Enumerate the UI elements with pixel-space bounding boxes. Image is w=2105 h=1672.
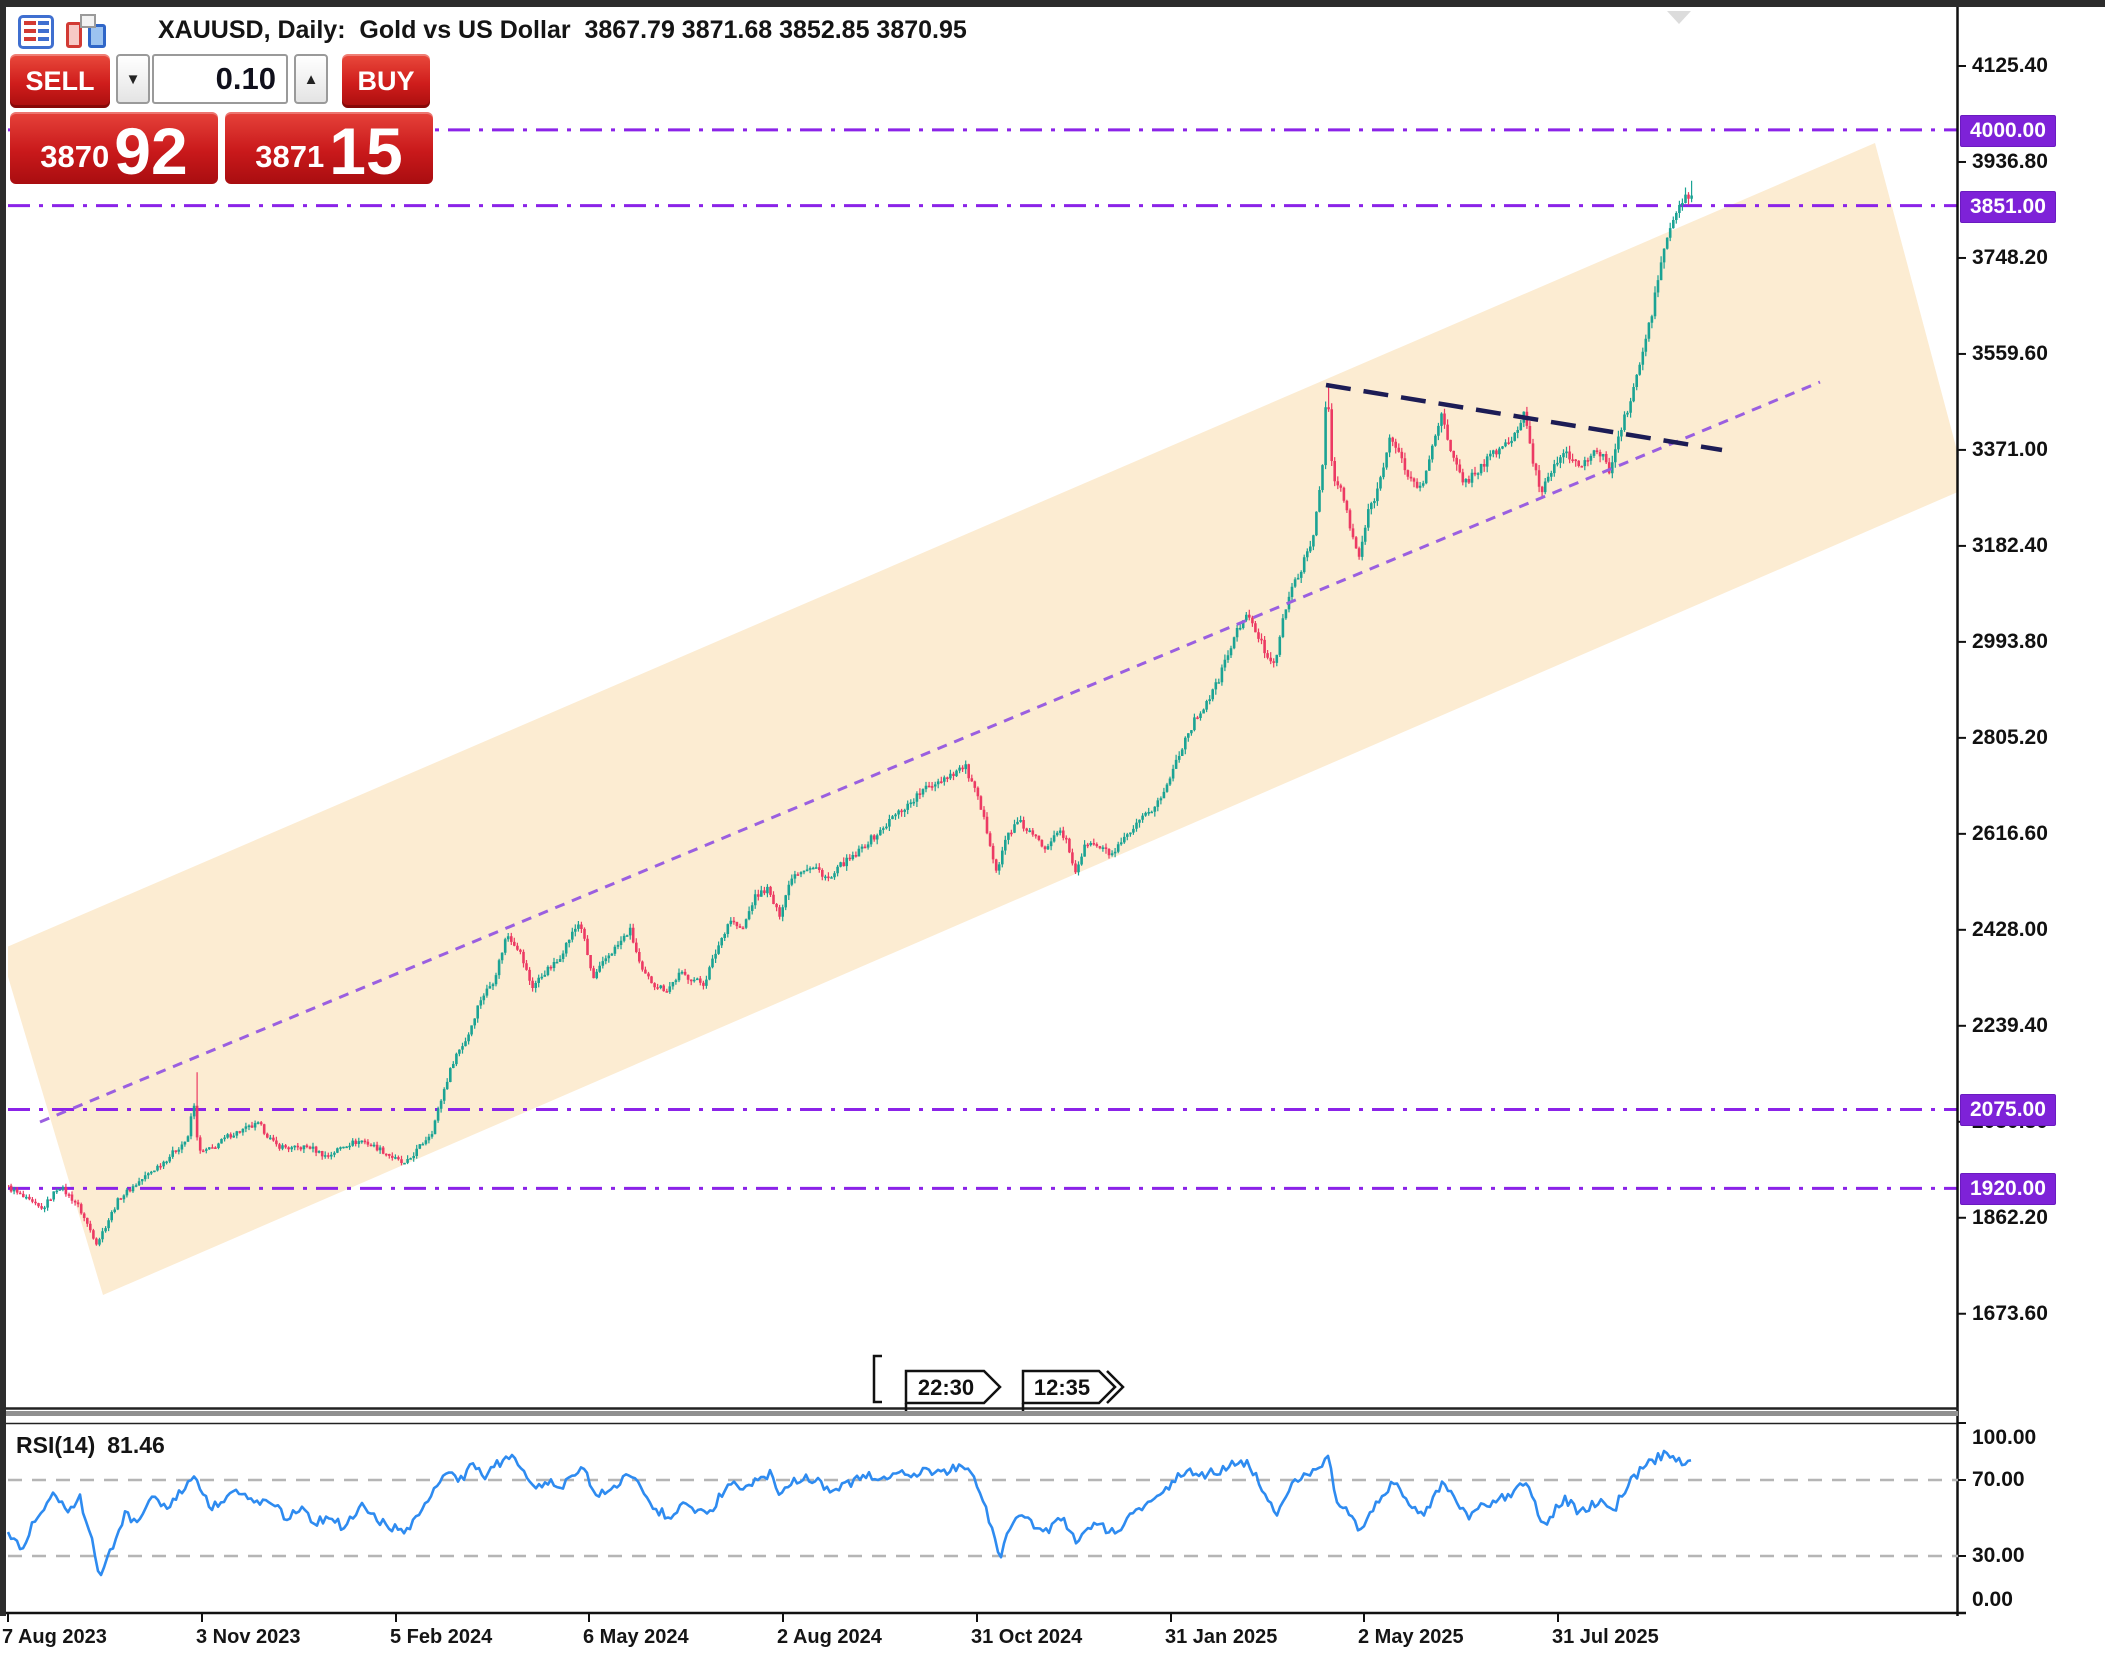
chevron-up-icon: ▲	[303, 70, 319, 88]
buy-price-main: 3871	[255, 139, 325, 174]
date-label: 3 Nov 2023	[196, 1626, 301, 1648]
chart-overlays	[872, 11, 1691, 1411]
rsi-tick-label: 100.00	[1972, 1426, 2037, 1449]
time-flag-2[interactable]: 12:35	[1033, 1375, 1091, 1400]
price-plot[interactable]	[0, 128, 1967, 1295]
price-tick-label: 3748.20	[1972, 245, 2048, 269]
price-tick-label: 4125.40	[1972, 54, 2048, 77]
volume-increase-button[interactable]: ▲	[294, 54, 328, 104]
selection-bracket-marker[interactable]	[872, 1354, 882, 1404]
trend-channel-band[interactable]	[0, 143, 1967, 1295]
rsi-tick-label: 70.00	[1972, 1468, 2025, 1491]
rsi-line	[7, 1449, 1692, 1577]
date-label: 2 May 2025	[1358, 1626, 1464, 1648]
chart-candles-icon-red	[66, 22, 82, 48]
date-label: 5 Feb 2024	[390, 1626, 493, 1648]
price-level-badge[interactable]: 4000.00	[1960, 114, 2056, 147]
rsi-indicator-label: RSI(14) 81.46	[16, 1432, 165, 1459]
chart-shift-marker-icon[interactable]	[1667, 11, 1691, 24]
volume-input[interactable]: 0.10	[152, 54, 288, 104]
one-click-trading-panel: SELL ▼ 0.10 ▲ BUY 3870 92 3871 15	[10, 54, 434, 186]
date-label: 7 Aug 2023	[2, 1626, 107, 1648]
sell-price-box[interactable]: 3870 92	[10, 112, 218, 184]
sell-price-main: 3870	[40, 139, 110, 174]
chart-candles-icon[interactable]	[62, 14, 124, 50]
sell-button[interactable]: SELL	[10, 54, 110, 108]
sell-price-pips: 92	[114, 113, 188, 188]
market-watch-icon-blue-bars	[38, 21, 49, 43]
price-tick-label: 2805.20	[1972, 725, 2048, 749]
price-level-badge[interactable]: 2075.00	[1960, 1094, 2056, 1127]
rsi-name: RSI(14)	[16, 1432, 96, 1458]
price-level-badge[interactable]: 1920.00	[1960, 1173, 2056, 1206]
chart-candles-icon-blue	[88, 24, 106, 48]
time-flag-2-double-chevron-icon	[1106, 1370, 1125, 1404]
price-tick-label: 3182.40	[1972, 533, 2048, 557]
price-tick-label: 3936.80	[1972, 149, 2048, 173]
channel-median-trendline[interactable]	[39, 380, 1821, 1124]
date-label: 31 Jan 2025	[1165, 1626, 1278, 1648]
price-tick-label: 3371.00	[1972, 437, 2048, 461]
market-watch-icon-red-bars	[24, 21, 36, 43]
price-tick-label: 2239.40	[1972, 1013, 2048, 1037]
rsi-tick-label: 30.00	[1972, 1544, 2025, 1567]
buy-price-box[interactable]: 3871 15	[225, 112, 433, 184]
rsi-tick-label: 0.00	[1972, 1588, 2013, 1611]
date-label: 2 Aug 2024	[777, 1626, 882, 1648]
rsi-plot[interactable]	[7, 1449, 1958, 1577]
price-tick-label: 2993.80	[1972, 629, 2048, 653]
time-flag-2-shape[interactable]	[1021, 1369, 1117, 1405]
time-flag-1[interactable]: 22:30	[917, 1375, 975, 1400]
buy-button[interactable]: BUY	[342, 54, 430, 108]
buy-price-pips: 15	[329, 113, 403, 188]
volume-decrease-button[interactable]: ▼	[116, 54, 150, 104]
window-frame	[0, 0, 2105, 1622]
price-tick-label: 1673.60	[1972, 1301, 2048, 1325]
date-label: 6 May 2024	[583, 1626, 689, 1648]
chevron-down-icon: ▼	[125, 70, 141, 88]
chart-title: XAUUSD, Daily: Gold vs US Dollar 3867.79…	[158, 16, 967, 44]
market-watch-icon[interactable]	[18, 15, 54, 49]
time-flag-1-shape[interactable]	[904, 1369, 1002, 1405]
chart-candles-icon-badge	[80, 14, 96, 28]
date-label: 31 Jul 2025	[1552, 1626, 1659, 1648]
date-label: 31 Oct 2024	[971, 1626, 1083, 1648]
price-level-badge[interactable]: 3851.00	[1960, 190, 2056, 223]
price-tick-label: 2616.60	[1972, 821, 2048, 845]
triangle-descending-trendline[interactable]	[1325, 382, 1723, 453]
rsi-value: 81.46	[107, 1432, 165, 1458]
price-tick-label: 3559.60	[1972, 341, 2048, 365]
price-tick-label: 1862.20	[1972, 1205, 2048, 1229]
price-tick-label: 2428.00	[1972, 917, 2048, 941]
